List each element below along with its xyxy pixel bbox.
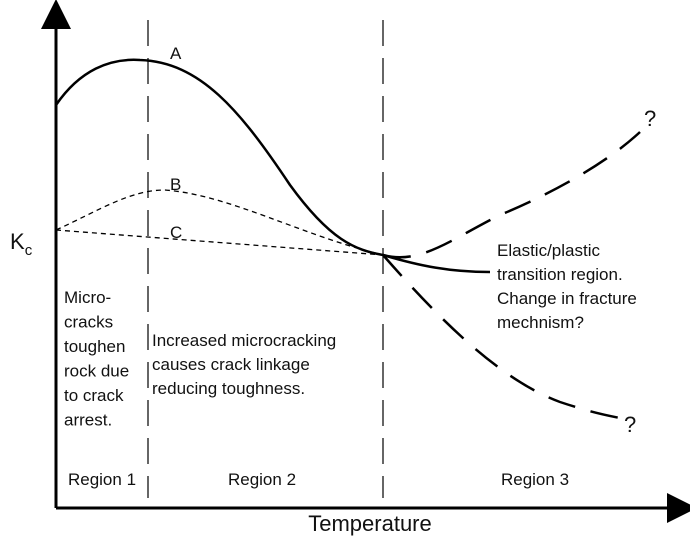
curve-down [382,254,621,420]
unknown-mark: ? [624,412,636,437]
region-note: causes crack linkage [152,355,310,374]
region-note: cracks [64,313,113,332]
curve-a [54,58,491,274]
curve-label: C [170,223,182,242]
curve-up [382,131,641,259]
region-label: Region 3 [501,470,569,489]
curve-c [55,229,384,256]
region-note: Elastic/plastic [497,241,600,260]
unknown-mark: ? [644,106,656,131]
region-note: Increased microcracking [152,331,336,350]
region-label: Region 1 [68,470,136,489]
region-note: rock due [64,362,129,381]
y-axis-label-main: K [10,229,25,254]
curve-b [55,189,384,256]
y-axis-label: Kc [10,229,33,259]
region-note: to crack [64,386,124,405]
region-note: mechnism? [497,313,584,332]
region-label: Region 2 [228,470,296,489]
region-note: toughen [64,337,125,356]
region-note: Change in fracture [497,289,637,308]
curve-label: B [170,175,181,194]
region-note: arrest. [64,411,112,430]
region-note: Micro- [64,288,111,307]
region-note: reducing toughness. [152,379,305,398]
x-axis-label: Temperature [308,511,432,536]
curve-label: A [170,44,182,63]
region-note: transition region. [497,265,623,284]
y-axis-label-sub: c [25,242,33,259]
